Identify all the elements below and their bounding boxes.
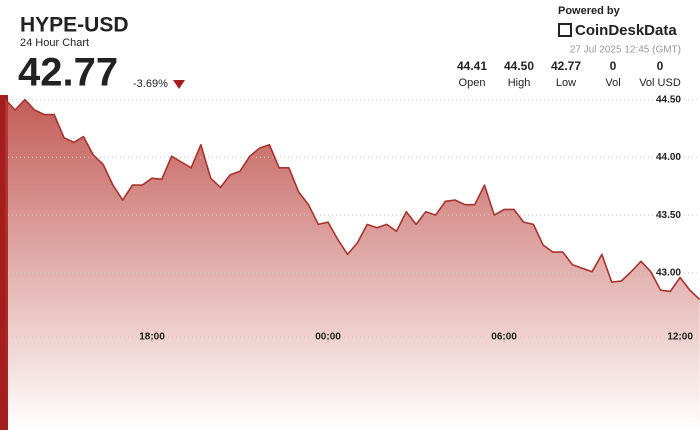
stat-label: Low [556, 77, 576, 89]
price: 42.77 [18, 51, 118, 95]
accent-bar [0, 95, 8, 430]
stat-value: 42.77 [551, 59, 581, 73]
stat-label: Vol [605, 77, 620, 89]
x-tick-label: 00:00 [315, 332, 341, 343]
x-tick-label: 12:00 [667, 332, 693, 343]
stat-value: 0 [610, 59, 617, 73]
y-tick-label: 44.50 [656, 94, 681, 105]
y-tick-label: 43.50 [656, 210, 681, 221]
area [5, 99, 700, 430]
timestamp: 27 Jul 2025 12:45 (GMT) [570, 45, 681, 56]
powered-by: Powered by [558, 5, 621, 17]
chart-subtitle: 24 Hour Chart [20, 37, 89, 49]
x-tick-label: 06:00 [491, 332, 517, 343]
change: -3.69% [133, 78, 168, 90]
stat-label: Open [459, 77, 486, 89]
stat-label: High [508, 77, 531, 89]
y-tick-label: 43.00 [656, 268, 681, 279]
stat-value: 0 [657, 59, 664, 73]
chart-title: HYPE-USD [20, 14, 129, 37]
brand: CoinDeskData [575, 22, 677, 39]
price-line [4, 98, 700, 301]
stat-label: Vol USD [639, 77, 681, 89]
brand-logo [558, 23, 572, 37]
x-tick-label: 18:00 [139, 332, 165, 343]
stat-value: 44.41 [457, 59, 487, 73]
stat-value: 44.50 [504, 59, 534, 73]
down-arrow [173, 80, 185, 89]
y-tick-label: 44.00 [656, 152, 681, 163]
